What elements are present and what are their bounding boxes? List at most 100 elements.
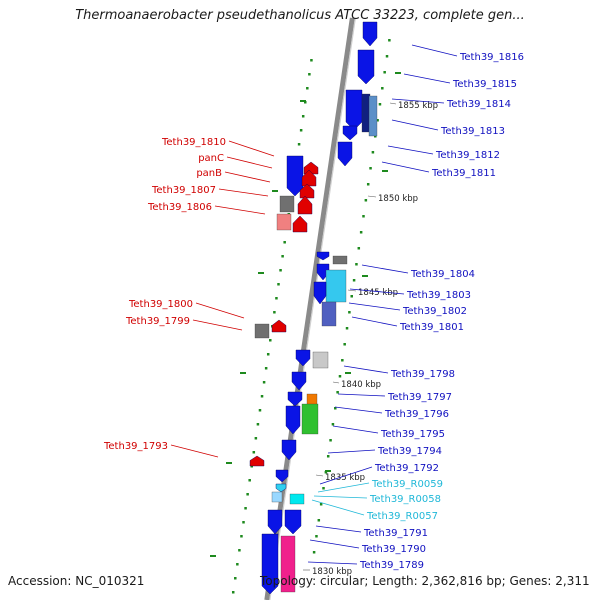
- gene-label-left: Teth39_1807: [151, 185, 216, 196]
- inner-dot: [248, 479, 251, 482]
- outer-dot: [374, 135, 377, 138]
- leader-line: [224, 171, 271, 183]
- leader-line: [351, 316, 398, 327]
- inner-dot: [275, 297, 278, 300]
- gene-label-right: Teth39_R0057: [366, 511, 438, 522]
- ring-dash: [272, 190, 278, 192]
- gene-teth39-1797: [291, 371, 307, 391]
- leader-line: [387, 145, 434, 155]
- ring-dash: [325, 470, 331, 472]
- outer-dot: [341, 359, 344, 362]
- outer-dot: [381, 87, 384, 90]
- gene-teth39-1810-block: [286, 155, 304, 197]
- gene-label-right: Teth39_1815: [452, 79, 517, 90]
- ring-dash: [226, 462, 232, 464]
- gene-teth39-1791: [267, 509, 283, 535]
- tick-label: 1855 kbp: [398, 101, 438, 111]
- ring-dash: [382, 170, 388, 172]
- gene-label-left: panB: [196, 168, 222, 179]
- outer-dot: [336, 391, 339, 394]
- leader-line: [343, 365, 389, 374]
- outer-dot: [359, 231, 363, 234]
- inner-dot: [260, 395, 264, 398]
- inner-dot: [297, 143, 301, 146]
- ring-dash: [210, 555, 216, 557]
- leader-line: [313, 495, 368, 499]
- gene-label-left: Teth39_1806: [147, 202, 212, 213]
- inner-dot: [244, 507, 247, 510]
- gene-label-right: Teth39_R0058: [369, 494, 441, 505]
- gene-block-steel: [368, 95, 378, 137]
- gene-teth39-1794: [281, 439, 297, 461]
- gene-label-right: Teth39_1790: [361, 544, 426, 555]
- gene-teth39-1800: [271, 319, 287, 333]
- leader-line: [311, 499, 365, 516]
- gene-label-right: Teth39_1789: [359, 560, 424, 571]
- gene-label-left: panC: [198, 153, 224, 164]
- inner-dot: [308, 73, 311, 76]
- leader-line: [309, 539, 360, 549]
- tick-mark: [367, 195, 377, 198]
- gene-teth39-1804: [316, 251, 330, 261]
- gene-teth39-1814: [345, 89, 363, 131]
- outer-dot: [364, 199, 368, 202]
- outer-dot: [383, 71, 386, 74]
- gene-teth39-1813: [342, 125, 358, 141]
- tick-label: 1835 kbp: [325, 473, 365, 483]
- gene-label-right: Teth39_1814: [446, 99, 511, 110]
- gene-label-right: Teth39_1794: [377, 446, 442, 457]
- gene-label-right: Teth39_1804: [410, 269, 475, 280]
- gene-block-dark: [361, 93, 371, 133]
- inner-dot: [250, 465, 253, 468]
- leader-line: [391, 98, 445, 104]
- outer-dot: [378, 103, 382, 106]
- inner-dot: [273, 311, 276, 314]
- gene-label-left: Teth39_1810: [161, 137, 226, 148]
- gene-label-right: Teth39_1813: [440, 126, 505, 137]
- gene-label-right: Teth39_1816: [459, 52, 524, 63]
- inner-dot: [269, 339, 272, 342]
- gene-label-right: Teth39_1796: [384, 409, 449, 420]
- outer-dot: [357, 247, 361, 250]
- outer-dot: [338, 375, 342, 378]
- ring-dash: [345, 372, 351, 374]
- leader-line: [214, 205, 266, 215]
- gene-teth39-1792: [275, 469, 289, 483]
- outer-dot: [317, 519, 321, 522]
- tick-label: 1845 kbp: [358, 288, 398, 298]
- inner-dot: [264, 367, 268, 370]
- outer-dot: [385, 55, 389, 58]
- outer-dot: [331, 423, 335, 426]
- outer-dot: [352, 279, 356, 282]
- outer-dot: [312, 551, 316, 554]
- inner-dot: [266, 353, 270, 356]
- inner-dot: [246, 493, 249, 496]
- outer-dot: [371, 151, 375, 154]
- gene-label-left: Teth39_1793: [103, 441, 168, 452]
- leader-line: [195, 302, 245, 319]
- inner-dot: [283, 241, 286, 244]
- inner-dot: [310, 59, 313, 62]
- gene-block-pink: [276, 213, 292, 231]
- gene-label-right: Teth39_1812: [435, 150, 500, 161]
- inner-dot: [242, 521, 245, 524]
- leader-line: [349, 288, 405, 295]
- outer-dot: [350, 295, 353, 298]
- inner-dot: [281, 255, 284, 258]
- leader-line: [361, 264, 409, 274]
- leader-line: [228, 140, 275, 157]
- tick-label: 1830 kbp: [312, 567, 352, 577]
- inner-dot: [306, 87, 309, 90]
- inner-dot: [240, 535, 243, 538]
- gene-teth39-1807: [297, 195, 313, 215]
- ring-dash: [258, 272, 264, 274]
- leader-line: [411, 44, 458, 57]
- leader-line: [319, 466, 373, 485]
- gene-label-right: Teth39_1798: [390, 369, 455, 380]
- outer-dot: [355, 263, 358, 266]
- outer-dot: [362, 215, 365, 218]
- tick-mark: [347, 289, 357, 292]
- leader-line: [218, 188, 269, 197]
